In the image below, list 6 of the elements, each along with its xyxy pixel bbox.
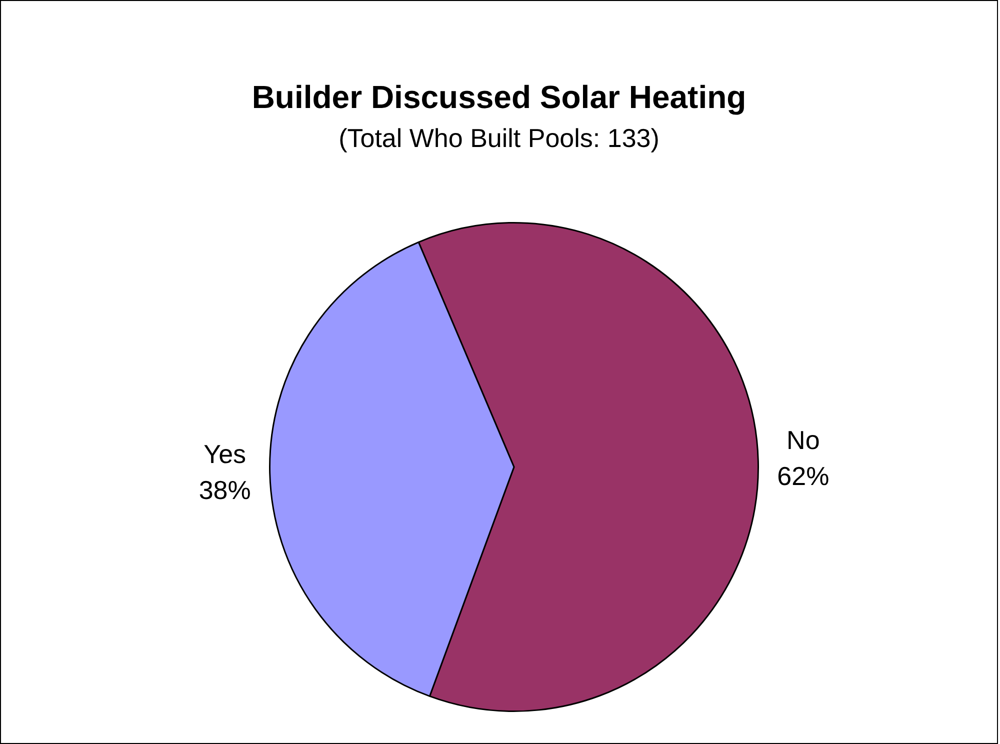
- slice-label: Yes: [204, 439, 246, 470]
- chart-title: Builder Discussed Solar Heating: [250, 79, 748, 116]
- data-label: 62%: [777, 461, 830, 492]
- slice-label: No: [786, 425, 820, 456]
- chart-subtitle: (Total Who Built Pools: 133): [338, 123, 660, 154]
- data-label: 38%: [198, 475, 251, 506]
